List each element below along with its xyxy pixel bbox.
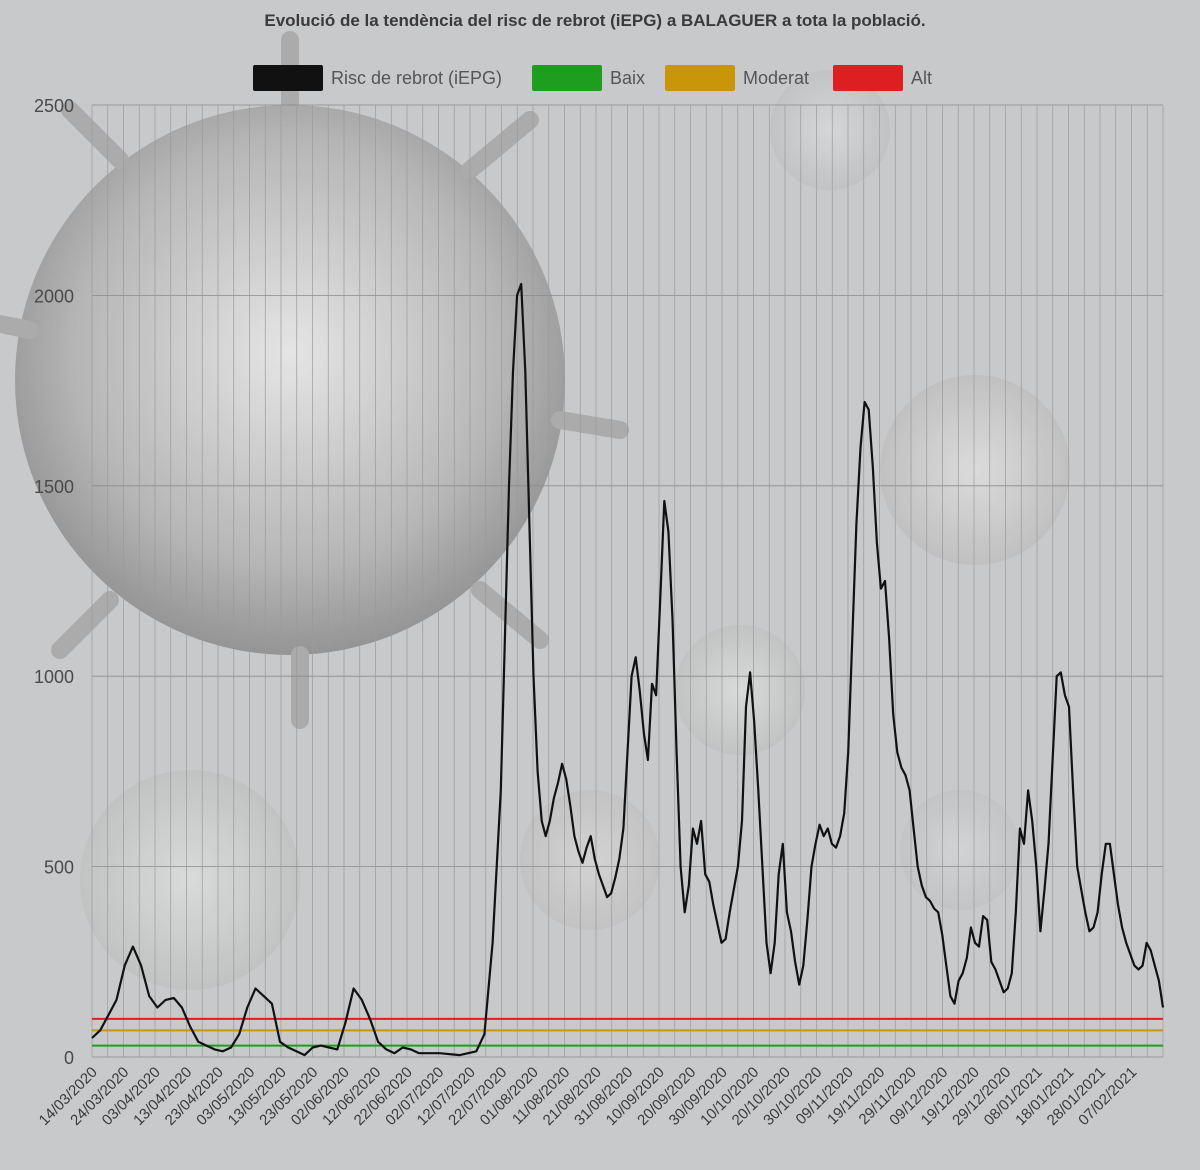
y-tick-label: 1500 — [34, 477, 74, 497]
legend-item[interactable]: Alt — [833, 62, 932, 94]
legend-label: Moderat — [743, 67, 810, 88]
series-line-iepg — [91, 282, 1165, 1057]
data-series — [91, 282, 1165, 1057]
y-axis: 0 500 1000 1500 2000 2500 — [34, 96, 74, 1068]
legend-swatch — [833, 65, 903, 91]
threshold-lines — [92, 1017, 1163, 1047]
legend-label: Baix — [610, 67, 646, 88]
y-tick-label: 2500 — [34, 96, 74, 116]
legend-item[interactable]: Risc de rebrot (iEPG) — [253, 62, 502, 94]
x-axis: 14/03/202024/03/202003/04/202013/04/2020… — [36, 1064, 1141, 1129]
y-tick-label: 500 — [44, 858, 74, 878]
legend-swatch — [665, 65, 735, 91]
legend-label: Risc de rebrot (iEPG) — [331, 67, 503, 88]
y-tick-label: 1000 — [34, 667, 74, 687]
legend-item[interactable]: Baix — [532, 62, 645, 94]
legend-label: Alt — [911, 67, 933, 88]
y-tick-label: 2000 — [34, 286, 74, 306]
chart-legend: Risc de rebrot (iEPG) Baix Moderat Alt — [0, 62, 1200, 94]
legend-swatch — [532, 65, 602, 91]
y-tick-label: 0 — [64, 1048, 74, 1068]
chart-grid — [91, 104, 1164, 1058]
legend-swatch — [253, 65, 323, 91]
legend-item[interactable]: Moderat — [665, 62, 809, 94]
chart-title: Evolució de la tendència del risc de reb… — [264, 11, 926, 30]
